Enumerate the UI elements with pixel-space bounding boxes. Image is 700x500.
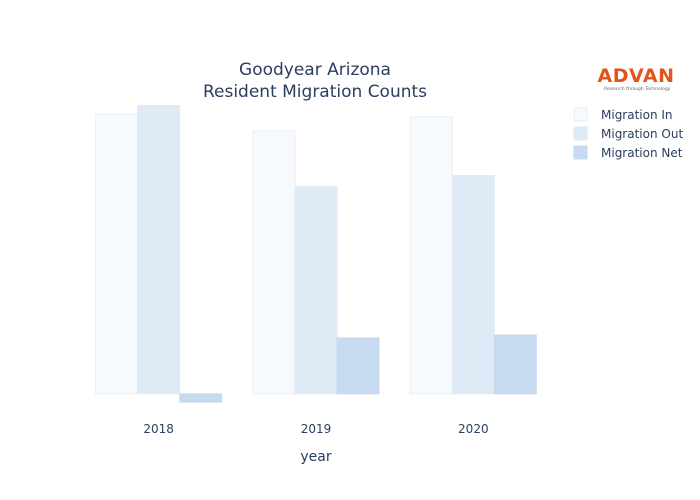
legend-label: Migration Net (601, 146, 683, 160)
logo-tagline: Research through Technology (604, 86, 671, 92)
bar-migration-in-2019 (252, 130, 296, 395)
x-axis-title: year (300, 449, 331, 465)
bar-migration-net-2020 (493, 334, 537, 395)
bar-migration-net-2019 (336, 337, 380, 395)
plot-area (95, 105, 537, 403)
bar-migration-out-2018 (137, 105, 181, 395)
bar-migration-out-2020 (451, 175, 495, 395)
advan-logo: ADVAN Research through Technology (598, 65, 675, 92)
legend-item-migration-out[interactable]: Migration Out (573, 126, 683, 141)
legend-swatch (573, 145, 588, 160)
bar-migration-net-2018 (179, 393, 223, 403)
chart-title: Goodyear Arizona Resident Migration Coun… (203, 60, 427, 102)
legend-label: Migration Out (601, 127, 683, 141)
legend-label: Migration In (601, 108, 673, 122)
bar-migration-out-2019 (294, 186, 338, 395)
legend-swatch (573, 126, 588, 141)
x-tick-label: 2020 (458, 422, 489, 436)
x-tick-label: 2018 (143, 422, 174, 436)
x-tick-label: 2019 (301, 422, 332, 436)
legend: Migration In Migration Out Migration Net (573, 107, 683, 160)
legend-swatch (573, 107, 588, 122)
bar-migration-in-2020 (409, 116, 453, 395)
logo-wordmark: ADVAN (598, 65, 675, 87)
legend-item-migration-in[interactable]: Migration In (573, 107, 673, 122)
chart-title-line2: Resident Migration Counts (203, 82, 427, 102)
x-axis-ticks: 2018 2019 2020 (143, 422, 488, 436)
chart-title-line1: Goodyear Arizona (239, 60, 391, 80)
bar-migration-in-2018 (95, 113, 139, 395)
legend-item-migration-net[interactable]: Migration Net (573, 145, 683, 160)
